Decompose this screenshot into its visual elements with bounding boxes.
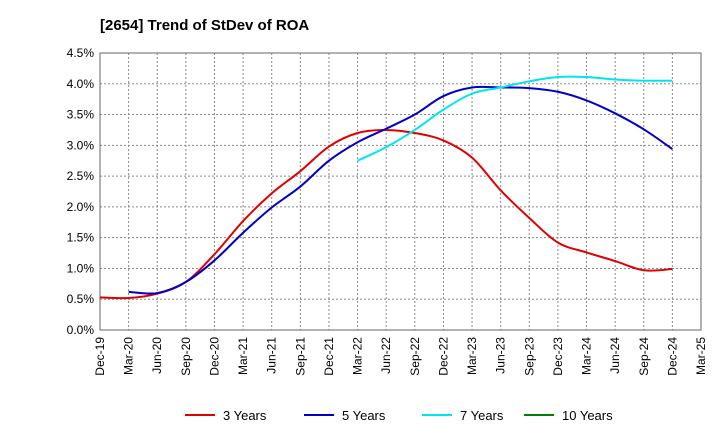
series-lines <box>99 75 673 300</box>
grid <box>100 53 701 330</box>
y-tick-label: 2.5% <box>67 169 95 183</box>
y-axis: 0.0% 0.5% 1.0% 1.5% 2.0% 2.5% 3.0% 3.5% 4.0% 4.5% <box>67 46 95 337</box>
x-tick-label: Sep-22 <box>408 337 422 376</box>
y-tick-label: 3.0% <box>67 138 95 152</box>
x-tick-label: Dec-22 <box>436 337 450 376</box>
x-tick-label: Mar-22 <box>351 337 365 375</box>
legend: 3 Years 5 Years 7 Years 10 Years <box>185 408 613 423</box>
legend-label: 10 Years <box>562 408 613 423</box>
x-tick-label: Jun-23 <box>494 337 508 374</box>
x-tick-label: Mar-21 <box>236 337 250 375</box>
x-tick-label: Jun-20 <box>150 337 164 374</box>
x-tick-label: Mar-24 <box>580 337 594 375</box>
x-tick-label: Jun-24 <box>608 337 622 374</box>
x-tick-label: Mar-20 <box>122 337 136 375</box>
series-line-3 <box>357 75 673 162</box>
x-tick-label: Dec-20 <box>207 337 221 376</box>
x-tick-label: Jun-21 <box>265 337 279 374</box>
x-tick-label: Dec-24 <box>665 337 679 376</box>
x-tick-label: Mar-23 <box>465 337 479 375</box>
y-tick-label: 1.5% <box>67 231 95 245</box>
x-tick-label: Sep-23 <box>522 337 536 376</box>
legend-label: 7 Years <box>460 408 504 423</box>
plot-area <box>99 52 702 331</box>
y-tick-label: 4.0% <box>67 77 95 91</box>
y-tick-label: 3.5% <box>67 108 95 122</box>
x-tick-label: Dec-19 <box>93 337 107 376</box>
x-tick-label: Sep-24 <box>637 337 651 376</box>
series-line-2 <box>128 85 673 295</box>
x-tick-label: Jun-22 <box>379 337 393 374</box>
y-tick-label: 1.0% <box>67 261 95 275</box>
x-tick-label: Dec-23 <box>551 337 565 376</box>
x-tick-label: Sep-20 <box>179 337 193 376</box>
x-tick-label: Mar-25 <box>694 337 708 375</box>
y-tick-label: 0.0% <box>67 323 95 337</box>
y-tick-label: 0.5% <box>67 292 95 306</box>
chart-title: [2654] Trend of StDev of ROA <box>100 17 309 34</box>
legend-label: 3 Years <box>223 408 267 423</box>
x-axis: Dec-19 Mar-20 Jun-20 Sep-20 Dec-20 Mar-21 Jun-… <box>93 337 708 376</box>
y-tick-label: 4.5% <box>67 46 95 60</box>
series-line-1 <box>99 128 673 300</box>
x-tick-label: Dec-21 <box>322 337 336 376</box>
legend-label: 5 Years <box>342 408 386 423</box>
x-tick-label: Sep-21 <box>293 337 307 376</box>
y-tick-label: 2.0% <box>67 200 95 214</box>
